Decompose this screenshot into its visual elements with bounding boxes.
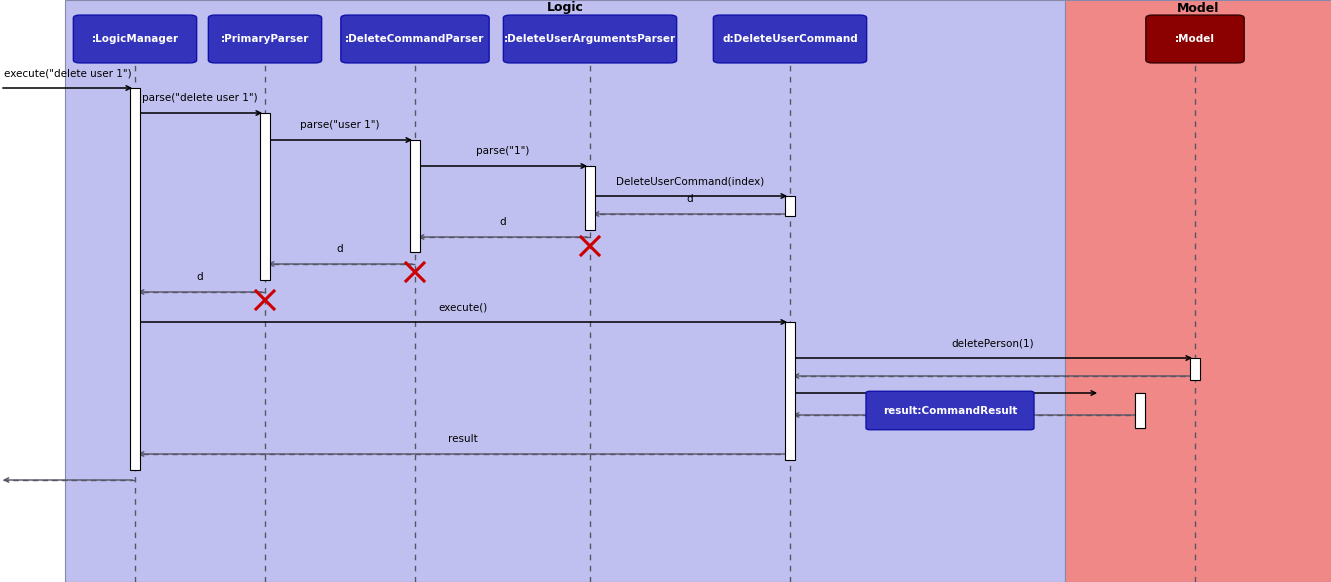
Bar	[1065, 0, 1331, 582]
Text: parse("1"): parse("1")	[475, 146, 530, 156]
Bar	[586, 166, 595, 230]
Bar	[785, 196, 795, 216]
Text: d: d	[337, 244, 343, 254]
Text: :LogicManager: :LogicManager	[92, 34, 178, 44]
Text: parse("user 1"): parse("user 1")	[301, 120, 379, 130]
Bar	[1190, 358, 1201, 380]
Bar	[130, 88, 140, 470]
Text: parse("delete user 1"): parse("delete user 1")	[142, 93, 258, 103]
Bar	[410, 140, 421, 252]
FancyBboxPatch shape	[341, 15, 490, 63]
Text: :Model: :Model	[1175, 34, 1215, 44]
Text: execute(): execute()	[438, 302, 487, 312]
FancyBboxPatch shape	[209, 15, 322, 63]
Text: result:CommandResult: result:CommandResult	[882, 406, 1017, 416]
Text: deletePerson(1): deletePerson(1)	[952, 338, 1034, 348]
FancyBboxPatch shape	[503, 15, 676, 63]
FancyBboxPatch shape	[866, 391, 1034, 430]
Text: d: d	[197, 272, 204, 282]
Text: Logic: Logic	[547, 2, 583, 15]
Text: result: result	[447, 434, 478, 444]
Text: Model: Model	[1177, 2, 1219, 15]
Text: DeleteUserCommand(index): DeleteUserCommand(index)	[616, 176, 764, 186]
Bar	[1135, 393, 1145, 428]
Text: :DeleteCommandParser: :DeleteCommandParser	[345, 34, 484, 44]
FancyBboxPatch shape	[1146, 15, 1244, 63]
FancyBboxPatch shape	[713, 15, 866, 63]
Text: d: d	[499, 217, 506, 227]
Bar	[785, 322, 795, 460]
Text: d:DeleteUserCommand: d:DeleteUserCommand	[723, 34, 858, 44]
Bar	[260, 113, 270, 280]
Text: d: d	[687, 194, 693, 204]
Text: execute("delete user 1"): execute("delete user 1")	[4, 68, 132, 78]
Bar	[65, 0, 1065, 582]
FancyBboxPatch shape	[73, 15, 197, 63]
Text: :PrimaryParser: :PrimaryParser	[221, 34, 309, 44]
Text: :DeleteUserArgumentsParser: :DeleteUserArgumentsParser	[504, 34, 676, 44]
Bar	[1135, 393, 1145, 428]
